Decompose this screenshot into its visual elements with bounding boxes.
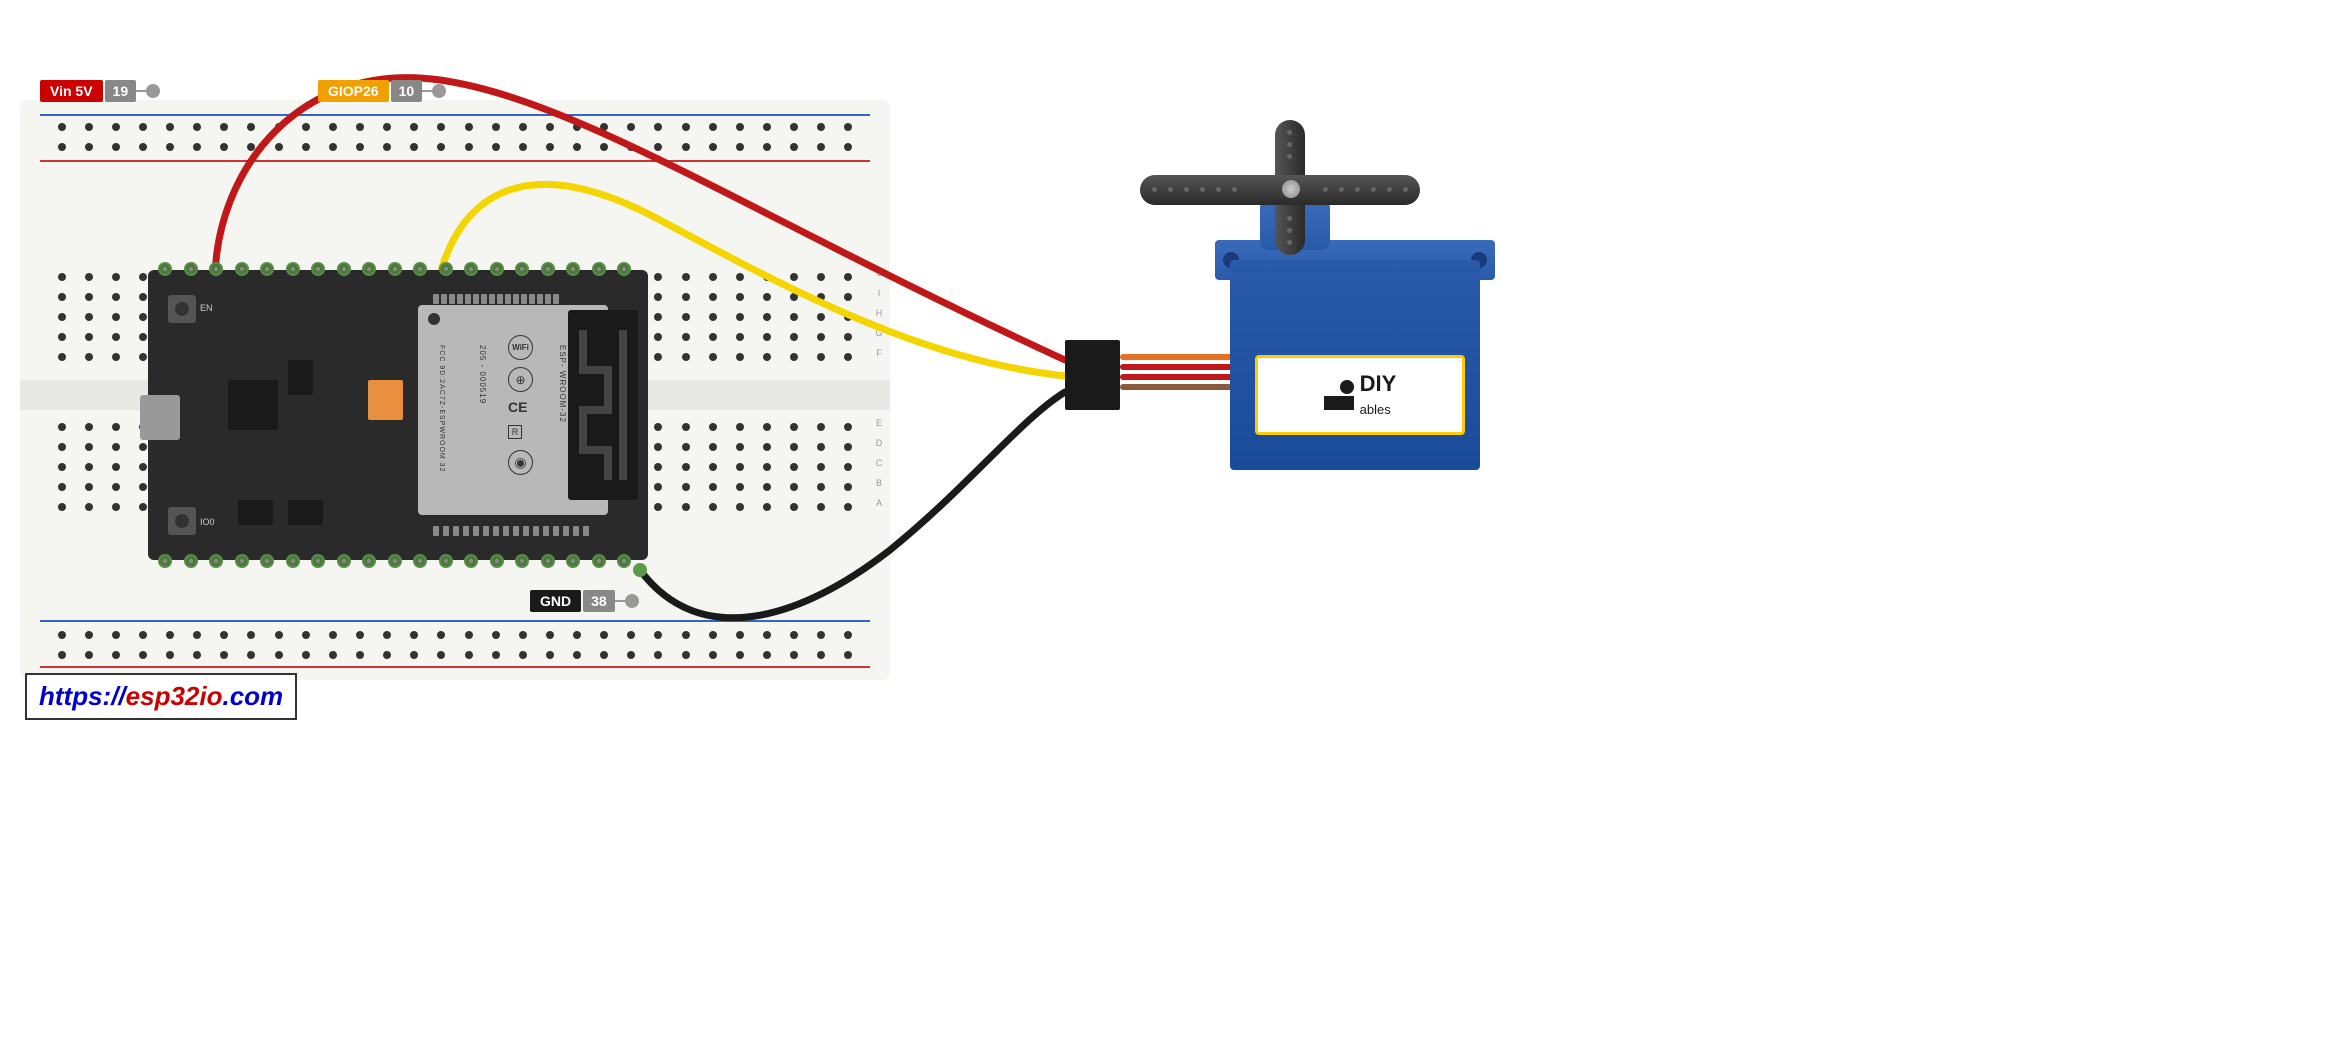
shield-text-2: 205 - 000519 <box>478 345 487 404</box>
pin-dot-icon <box>625 594 639 608</box>
chip-icon <box>238 500 273 525</box>
pin-name-gnd: GND <box>530 590 581 612</box>
servo-connector <box>1065 340 1120 410</box>
pin-num-gnd: 38 <box>583 590 615 612</box>
esp32-board: EN IO0 ESP- WROOM-32 205 - 000519 FCC 9D… <box>148 270 648 560</box>
diyables-logo-icon <box>1324 380 1354 410</box>
url-protocol: https:// <box>39 681 126 711</box>
wiring-diagram: Vin 5V 19 GIOP26 10 GND 38 <box>20 20 1520 720</box>
dot-icon <box>428 313 440 325</box>
chip-icon <box>288 360 313 395</box>
url-domain: esp32io <box>126 681 223 711</box>
r-cert-icon: R <box>508 425 522 439</box>
brand-ables: ables <box>1360 402 1391 417</box>
shield-text-3: FCC 9D:2AC7Z-ESPWROOM 32 <box>438 345 445 472</box>
en-label: EN <box>200 303 213 313</box>
io0-label: IO0 <box>200 517 215 527</box>
servo-motor: DIY ables <box>1190 140 1520 490</box>
pin-name-giop: GIOP26 <box>318 80 389 102</box>
breadboard-rail-top <box>50 120 860 134</box>
source-url: https://esp32io.com <box>25 673 297 720</box>
pin-num-vin: 19 <box>105 80 137 102</box>
fcc-cert-icon: ⊕ <box>508 367 533 392</box>
pin-dot-icon <box>146 84 160 98</box>
breadboard-rail-bot <box>50 628 860 642</box>
wifi-cert-icon: WiFi <box>508 335 533 360</box>
pin-dot-icon <box>432 84 446 98</box>
url-tld: .com <box>222 681 283 711</box>
chip-icon <box>288 500 323 525</box>
brand-diy: DIY <box>1360 371 1397 396</box>
pin-num-giop: 10 <box>391 80 423 102</box>
shield-pins-icon <box>433 526 593 536</box>
servo-brand-label: DIY ables <box>1255 355 1465 435</box>
chip-icon <box>228 380 278 430</box>
io0-button <box>168 507 196 535</box>
breadboard-rail-top2 <box>50 140 860 154</box>
component-icon <box>368 380 403 420</box>
breadboard-rail-bot2 <box>50 648 860 662</box>
usb-port-icon <box>140 395 180 440</box>
espressif-cert-icon: ◉ <box>508 450 533 475</box>
antenna-icon <box>568 310 638 500</box>
pin-name-vin: Vin 5V <box>40 80 103 102</box>
shield-text-1: ESP- WROOM-32 <box>558 345 567 423</box>
servo-screw-icon <box>1282 180 1300 198</box>
en-button <box>168 295 196 323</box>
pin-label-gnd: GND 38 <box>530 590 639 612</box>
pin-label-giop: GIOP26 10 <box>318 80 446 102</box>
antenna-trace-icon <box>568 310 638 500</box>
servo-horn-horizontal <box>1140 175 1420 205</box>
ce-cert-icon: CE <box>508 399 533 419</box>
shield-pins-icon: document.write(Array(16).fill('<span sty… <box>433 294 593 304</box>
pin-label-vin: Vin 5V 19 <box>40 80 160 102</box>
